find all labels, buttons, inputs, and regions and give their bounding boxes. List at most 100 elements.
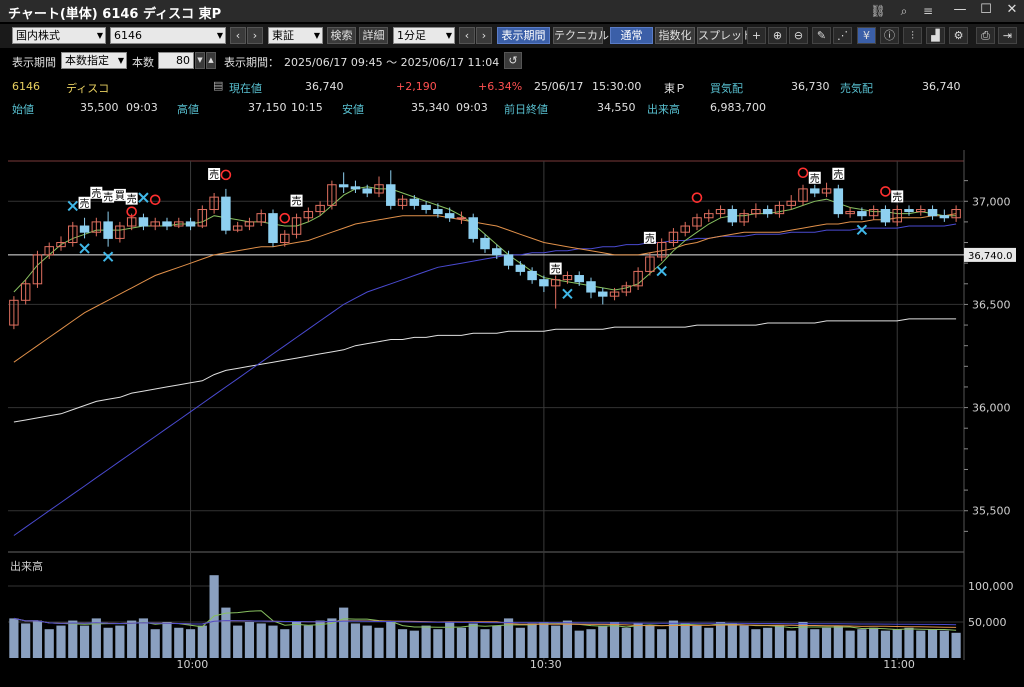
code-input[interactable]: 6146 ▼ xyxy=(110,27,226,44)
zoom-out-icon[interactable]: ⊖ xyxy=(789,27,808,44)
volume-bar xyxy=(421,625,431,658)
candle-body xyxy=(715,209,726,215)
display-period-button[interactable]: 表示期間 xyxy=(497,27,550,44)
candle-body xyxy=(350,186,361,190)
cross-signal-marker xyxy=(138,192,149,203)
time-tick-label: 10:30 xyxy=(530,658,562,671)
volume-bar xyxy=(927,629,938,658)
interval-select-value: 1分足 xyxy=(397,29,426,42)
candle-body xyxy=(115,225,125,239)
circle-signal-marker xyxy=(149,194,161,206)
sell-signal-box xyxy=(808,171,821,184)
change-value: +2,190 xyxy=(396,80,437,93)
index-button[interactable]: 指数化 xyxy=(655,27,695,44)
wrench-icon[interactable]: ⚙ xyxy=(949,27,968,44)
minimize-button[interactable]: — xyxy=(953,2,967,17)
quote-time: 15:30:00 xyxy=(592,80,642,93)
cross-signal-marker xyxy=(67,200,78,212)
count-up-button[interactable]: ▲ xyxy=(206,52,216,69)
change-pct: +6.34% xyxy=(478,80,523,93)
search-icon[interactable]: ⌕ xyxy=(900,4,908,18)
open-label: 始値 xyxy=(12,103,34,116)
pencil-icon[interactable]: ✎ xyxy=(812,27,831,44)
zoom-in-icon[interactable]: ⊕ xyxy=(768,27,787,44)
volume-bar xyxy=(268,625,278,658)
detail-button[interactable]: 詳細 xyxy=(359,27,388,44)
close-button[interactable]: ✕ xyxy=(1006,2,1018,17)
reset-icon[interactable]: ↺ xyxy=(504,52,522,69)
price-tick-label: 36,000 xyxy=(972,402,1011,415)
candle-body xyxy=(762,209,773,215)
next-interval-button[interactable]: › xyxy=(476,27,492,44)
quote-market: 東Ｐ xyxy=(664,82,686,95)
ma-vwap-line xyxy=(13,223,957,536)
area-chart-icon[interactable]: ▟ xyxy=(926,27,945,44)
normal-button[interactable]: 通常 xyxy=(610,27,653,44)
current-price-tag xyxy=(964,247,1016,262)
volume-bar xyxy=(515,627,525,658)
technical-button[interactable]: テクニカル xyxy=(553,27,609,44)
indicator-icon[interactable]: ⫶ xyxy=(903,27,922,44)
market-select[interactable]: 国内株式 ▼ xyxy=(12,27,106,44)
time-tick-label: 11:00 xyxy=(883,658,915,671)
candle-body xyxy=(868,209,879,217)
bid-value: 36,730 xyxy=(791,80,830,93)
interval-select[interactable]: 1分足 ▼ xyxy=(393,27,455,44)
print-icon[interactable]: ⎙ xyxy=(976,27,995,44)
candle-body xyxy=(904,209,914,213)
maximize-button[interactable]: ☐ xyxy=(980,2,992,17)
candle-body xyxy=(221,196,231,231)
candle-body xyxy=(409,198,420,206)
open-value: 35,500 xyxy=(80,101,119,114)
prev-code-button[interactable]: ‹ xyxy=(230,27,246,44)
candle-body xyxy=(91,221,102,233)
volume-bar xyxy=(845,630,855,658)
search-button[interactable]: 検索 xyxy=(327,27,356,44)
next-code-button[interactable]: › xyxy=(247,27,263,44)
volume-bar xyxy=(715,622,726,658)
candle-body xyxy=(244,221,255,227)
crosshair-icon[interactable]: + xyxy=(747,27,766,44)
volume-bar xyxy=(174,627,184,658)
candle-body xyxy=(397,198,408,206)
chart-tool-icon[interactable]: ⋰ xyxy=(833,27,852,44)
candle-body xyxy=(774,204,785,215)
high-label: 高値 xyxy=(177,103,199,116)
range-label: 表示期間： xyxy=(224,56,279,69)
volume-bar xyxy=(197,625,207,658)
candle-body xyxy=(492,248,502,256)
volume-bar xyxy=(774,625,785,658)
candle-body xyxy=(468,217,478,239)
yen-icon[interactable]: ¥ xyxy=(857,27,876,44)
board-icon[interactable]: ▤ xyxy=(213,79,224,92)
exchange-select[interactable]: 東証 ▼ xyxy=(268,27,323,44)
count-down-button[interactable]: ▼ xyxy=(195,52,205,69)
sell-signal-label: 売 xyxy=(292,195,302,208)
volume-ma-short-line xyxy=(13,610,957,631)
volume-bar xyxy=(32,620,43,658)
export-icon[interactable]: ⇥ xyxy=(998,27,1017,44)
volume-value: 6,983,700 xyxy=(710,101,766,114)
link-icon[interactable]: ⛓ xyxy=(870,4,886,18)
menu-icon[interactable]: ≡ xyxy=(922,4,934,18)
volume-bar xyxy=(916,630,926,658)
volume-bar xyxy=(821,627,832,658)
prev-interval-button[interactable]: ‹ xyxy=(459,27,475,44)
info-icon[interactable]: ⓘ xyxy=(880,27,899,44)
cross-signal-marker xyxy=(102,251,114,262)
cross-signal-marker xyxy=(656,265,667,277)
count-input[interactable]: 80 xyxy=(158,52,194,69)
volume-bar xyxy=(185,629,196,658)
circle-signal-marker xyxy=(279,212,291,224)
spread-button[interactable]: スプレッド xyxy=(697,27,753,44)
sell-signal-box xyxy=(208,168,221,181)
period-mode-select[interactable]: 本数指定 ▼ xyxy=(61,52,127,69)
candle-body xyxy=(668,231,679,244)
candle-body xyxy=(456,217,467,220)
sell-signal-box xyxy=(90,186,103,199)
chevron-down-icon: ▼ xyxy=(445,31,452,40)
candle-body xyxy=(586,281,596,293)
circle-signal-marker xyxy=(220,169,232,181)
